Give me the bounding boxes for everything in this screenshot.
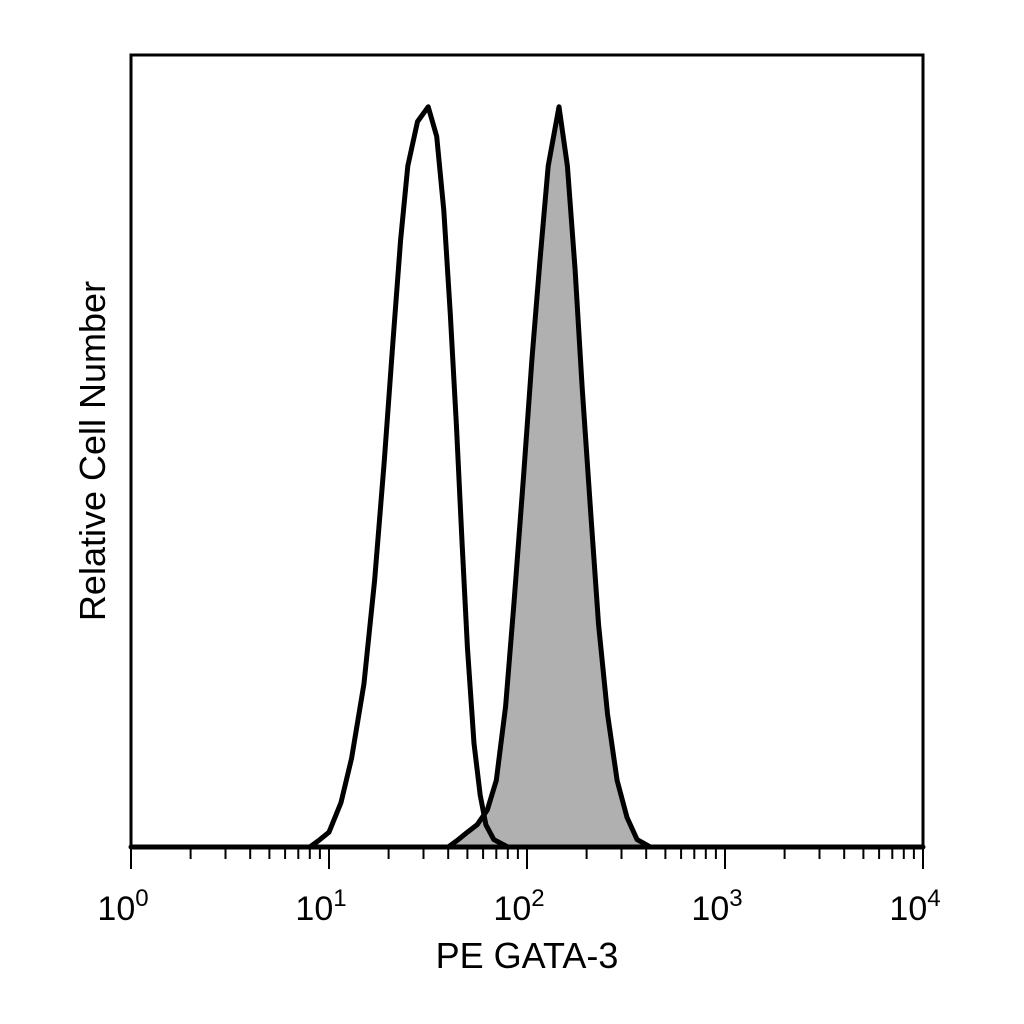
control-histogram <box>131 104 923 850</box>
x-axis-title: PE GATA-3 <box>436 935 619 976</box>
x-tick-label: 102 <box>493 885 544 928</box>
x-tick-label: 100 <box>97 885 148 928</box>
x-tick-label-layer: 100 101 102 103 104 <box>97 885 940 928</box>
x-tick-label: 103 <box>691 885 742 928</box>
series-layer <box>128 104 926 850</box>
x-tick-label: 101 <box>295 885 346 928</box>
y-axis-title: Relative Cell Number <box>72 281 113 621</box>
x-tick-label: 104 <box>889 885 940 928</box>
x-tick-layer <box>130 847 924 869</box>
stained-histogram <box>128 104 926 850</box>
